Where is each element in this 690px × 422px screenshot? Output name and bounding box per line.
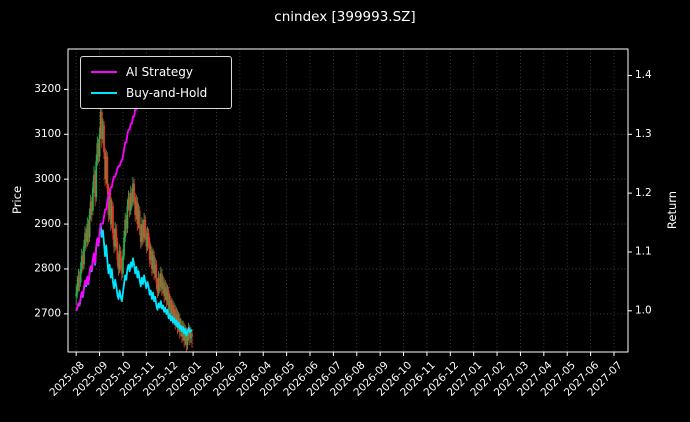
legend-item-buy-and-hold: Buy-and-Hold xyxy=(91,86,217,100)
ai-strategy-label: AI Strategy xyxy=(126,65,193,79)
ai-strategy-line-swatch xyxy=(91,71,117,73)
legend-item-ai-strategy: AI Strategy xyxy=(91,65,217,79)
chart-title: cnindex [399993.SZ] xyxy=(274,9,416,25)
buy-and-hold-label: Buy-and-Hold xyxy=(126,86,208,100)
return-axis-label: Return xyxy=(665,190,679,230)
buy-and-hold-line-swatch xyxy=(91,92,117,94)
legend: AI Strategy Buy-and-Hold xyxy=(80,56,232,109)
price-axis-label: Price xyxy=(10,185,24,215)
